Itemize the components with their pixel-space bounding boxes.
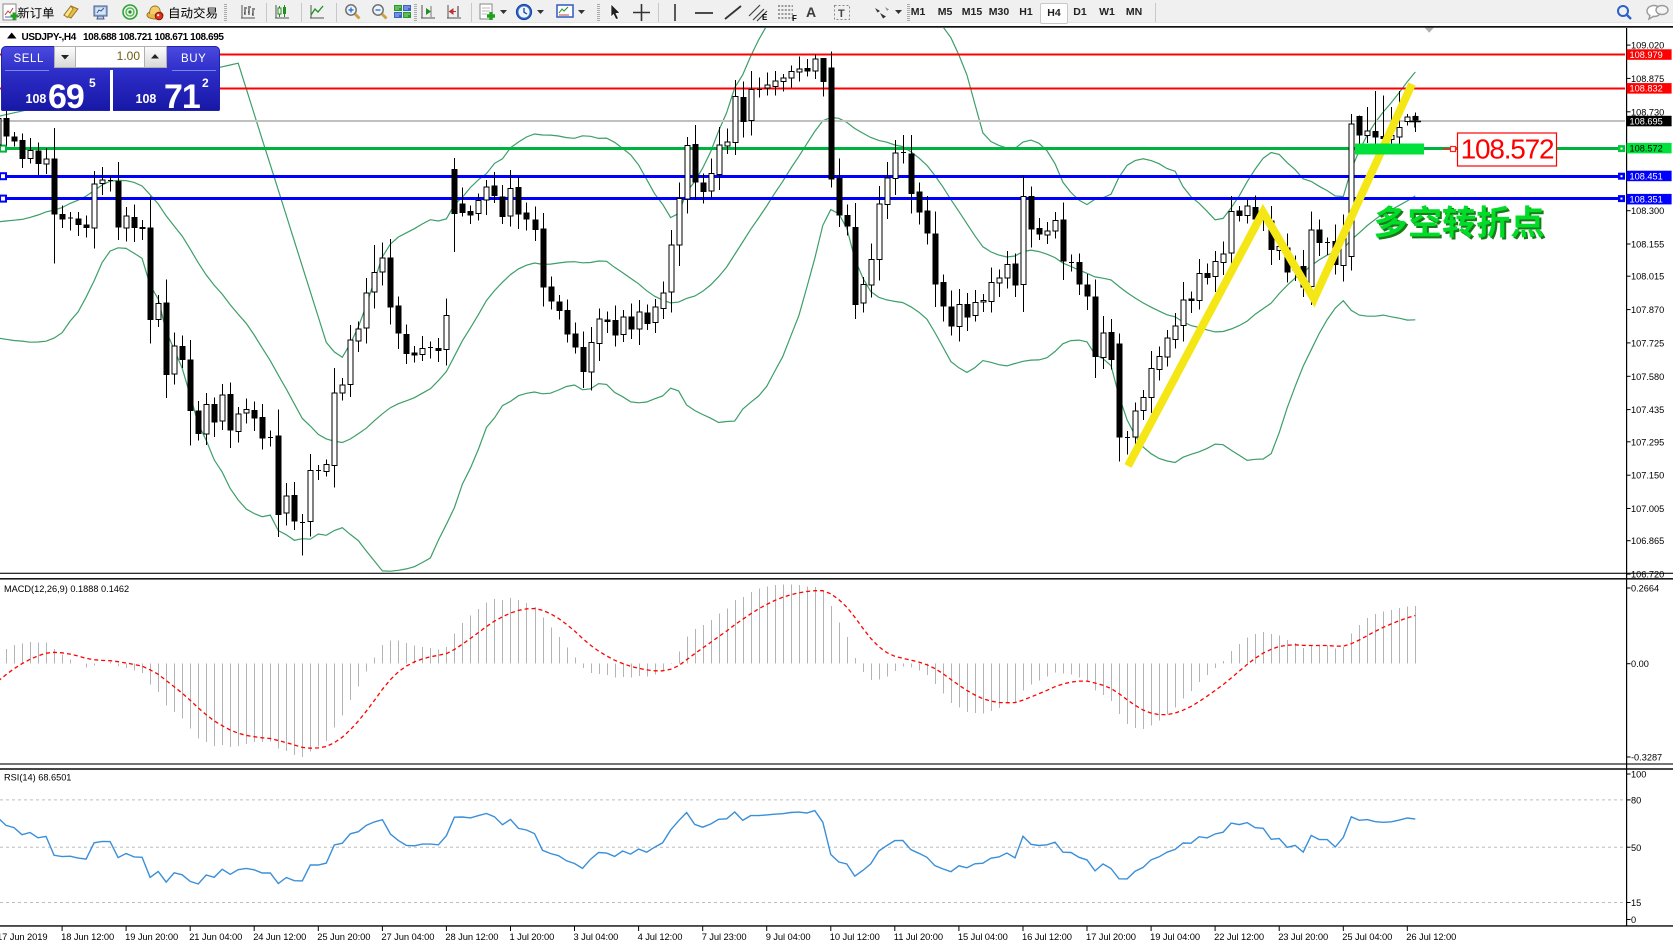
svg-text:106.865: 106.865	[1631, 536, 1664, 546]
svg-text:108.572: 108.572	[1461, 134, 1554, 165]
svg-text:11 Jul 20:00: 11 Jul 20:00	[894, 931, 943, 942]
svg-text:108.015: 108.015	[1631, 272, 1664, 282]
svg-text:107.580: 107.580	[1631, 372, 1664, 382]
svg-text:T: T	[838, 8, 845, 20]
svg-text:107.435: 107.435	[1631, 405, 1664, 415]
svg-text:USDJPY-,H4 108.688 108.721 1: USDJPY-,H4 108.688 108.721 108.671 108.6…	[22, 32, 225, 43]
svg-text:100: 100	[1631, 770, 1646, 780]
svg-text:4 Jul 12:00: 4 Jul 12:00	[638, 931, 683, 942]
svg-text:22 Jul 12:00: 22 Jul 12:00	[1214, 931, 1264, 942]
svg-text:80: 80	[1631, 795, 1641, 805]
svg-text:108.875: 108.875	[1631, 74, 1664, 84]
svg-text:0.00: 0.00	[1631, 659, 1649, 669]
svg-text:25 Jun 20:00: 25 Jun 20:00	[317, 931, 370, 942]
svg-text:-0.3287: -0.3287	[1631, 753, 1662, 763]
svg-text:107.150: 107.150	[1631, 471, 1664, 481]
svg-text:109.020: 109.020	[1631, 41, 1664, 51]
svg-text:108.979: 108.979	[1630, 50, 1663, 60]
svg-text:108.155: 108.155	[1631, 240, 1664, 250]
svg-text:25 Jul 04:00: 25 Jul 04:00	[1342, 931, 1392, 942]
svg-text:107.870: 107.870	[1631, 305, 1664, 315]
svg-text:23 Jul 20:00: 23 Jul 20:00	[1278, 931, 1328, 942]
svg-text:50: 50	[1631, 843, 1641, 853]
svg-text:24 Jun 12:00: 24 Jun 12:00	[253, 931, 306, 942]
svg-text:E: E	[762, 13, 768, 22]
svg-text:107.295: 107.295	[1631, 437, 1664, 447]
svg-text:26 Jul 12:00: 26 Jul 12:00	[1406, 931, 1456, 942]
svg-text:108.451: 108.451	[1630, 171, 1663, 181]
svg-text:15: 15	[1631, 898, 1641, 908]
svg-text:0.2664: 0.2664	[1631, 584, 1659, 594]
svg-text:107.005: 107.005	[1631, 504, 1664, 514]
svg-text:F: F	[792, 14, 797, 22]
svg-text:107.725: 107.725	[1631, 338, 1664, 348]
svg-text:21 Jun 04:00: 21 Jun 04:00	[189, 931, 242, 942]
svg-text:18 Jun 12:00: 18 Jun 12:00	[61, 931, 114, 942]
svg-text:1 Jul 20:00: 1 Jul 20:00	[510, 931, 555, 942]
svg-text:15 Jul 04:00: 15 Jul 04:00	[958, 931, 1008, 942]
svg-text:28 Jun 12:00: 28 Jun 12:00	[445, 931, 498, 942]
svg-text:9 Jul 04:00: 9 Jul 04:00	[766, 931, 811, 942]
svg-text:17 Jul 20:00: 17 Jul 20:00	[1086, 931, 1136, 942]
svg-text:7 Jul 23:00: 7 Jul 23:00	[702, 931, 747, 942]
svg-text:108.300: 108.300	[1631, 206, 1664, 216]
svg-text:10 Jul 12:00: 10 Jul 12:00	[830, 931, 880, 942]
svg-text:MACD(12,26,9) 0.1888 0.1462: MACD(12,26,9) 0.1888 0.1462	[4, 584, 129, 594]
svg-text:27 Jun 04:00: 27 Jun 04:00	[381, 931, 434, 942]
svg-text:16 Jul 12:00: 16 Jul 12:00	[1022, 931, 1072, 942]
svg-text:108.832: 108.832	[1630, 84, 1663, 94]
svg-text:19 Jul 04:00: 19 Jul 04:00	[1150, 931, 1200, 942]
svg-text:19 Jun 20:00: 19 Jun 20:00	[125, 931, 178, 942]
svg-text:108.730: 108.730	[1631, 107, 1664, 117]
svg-text:RSI(14) 68.6501: RSI(14) 68.6501	[4, 773, 71, 783]
svg-text:108.351: 108.351	[1630, 195, 1663, 205]
svg-text:3 Jul 04:00: 3 Jul 04:00	[574, 931, 619, 942]
svg-text:106.720: 106.720	[1631, 570, 1664, 580]
svg-text:17 Jun 2019: 17 Jun 2019	[0, 931, 48, 942]
svg-text:108.695: 108.695	[1630, 116, 1663, 126]
svg-text:0: 0	[1631, 915, 1636, 925]
svg-text:108.572: 108.572	[1630, 144, 1663, 154]
